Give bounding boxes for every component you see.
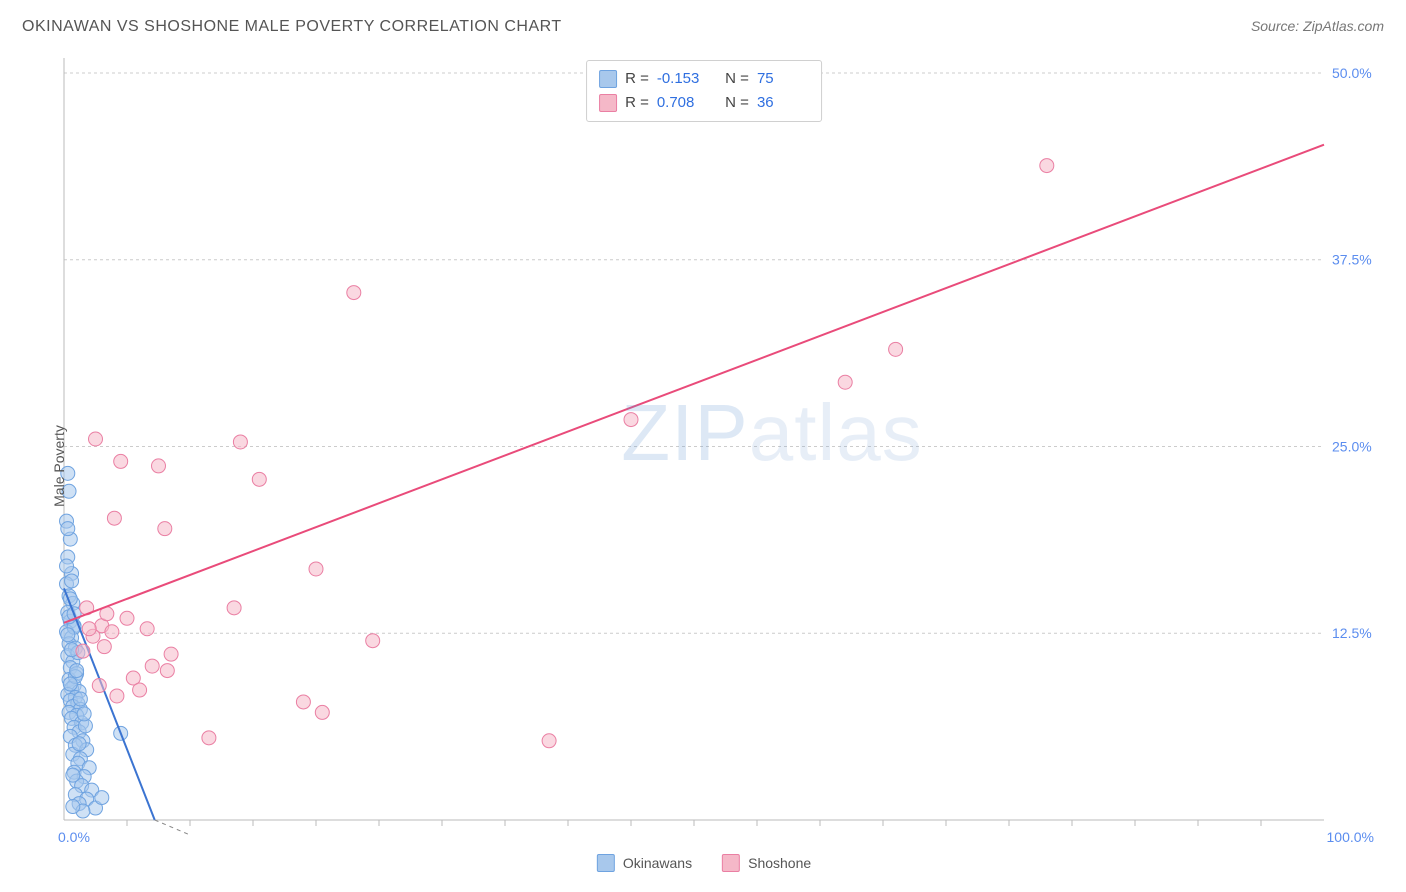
y-axis-label: Male Poverty <box>51 425 67 507</box>
bottom-legend: Okinawans Shoshone <box>597 854 811 872</box>
chart-title: OKINAWAN VS SHOSHONE MALE POVERTY CORREL… <box>22 18 562 36</box>
stats-box: R = -0.153 N = 75R = 0.708 N = 36 <box>586 60 822 122</box>
legend-item: Shoshone <box>722 854 811 872</box>
n-value: 75 <box>757 67 809 91</box>
legend-swatch <box>722 854 740 872</box>
stats-row: R = 0.708 N = 36 <box>599 91 809 115</box>
legend-swatch <box>597 854 615 872</box>
legend-item: Okinawans <box>597 854 692 872</box>
legend-label: Okinawans <box>623 855 692 871</box>
svg-text:100.0%: 100.0% <box>1327 829 1374 845</box>
svg-text:0.0%: 0.0% <box>58 829 90 845</box>
n-label: N = <box>717 91 749 115</box>
legend-label: Shoshone <box>748 855 811 871</box>
source-attribution: Source: ZipAtlas.com <box>1251 18 1384 34</box>
header: OKINAWAN VS SHOSHONE MALE POVERTY CORREL… <box>0 0 1406 48</box>
stats-row: R = -0.153 N = 75 <box>599 67 809 91</box>
svg-text:37.5%: 37.5% <box>1332 252 1372 268</box>
n-label: N = <box>717 67 749 91</box>
n-value: 36 <box>757 91 809 115</box>
r-value: -0.153 <box>657 67 709 91</box>
scatter-chart: 12.5% 25.0% 37.5% 50.0% 0.0% 100.0% <box>24 50 1384 850</box>
r-label: R = <box>625 91 649 115</box>
series-swatch <box>599 94 617 112</box>
r-value: 0.708 <box>657 91 709 115</box>
svg-text:25.0%: 25.0% <box>1332 438 1372 454</box>
r-label: R = <box>625 67 649 91</box>
svg-text:12.5%: 12.5% <box>1332 625 1372 641</box>
svg-text:50.0%: 50.0% <box>1332 65 1372 81</box>
chart-container: Male Poverty 12.5% 25.0% 37.5% 50.0% 0.0% 100… <box>24 50 1384 882</box>
series-swatch <box>599 70 617 88</box>
